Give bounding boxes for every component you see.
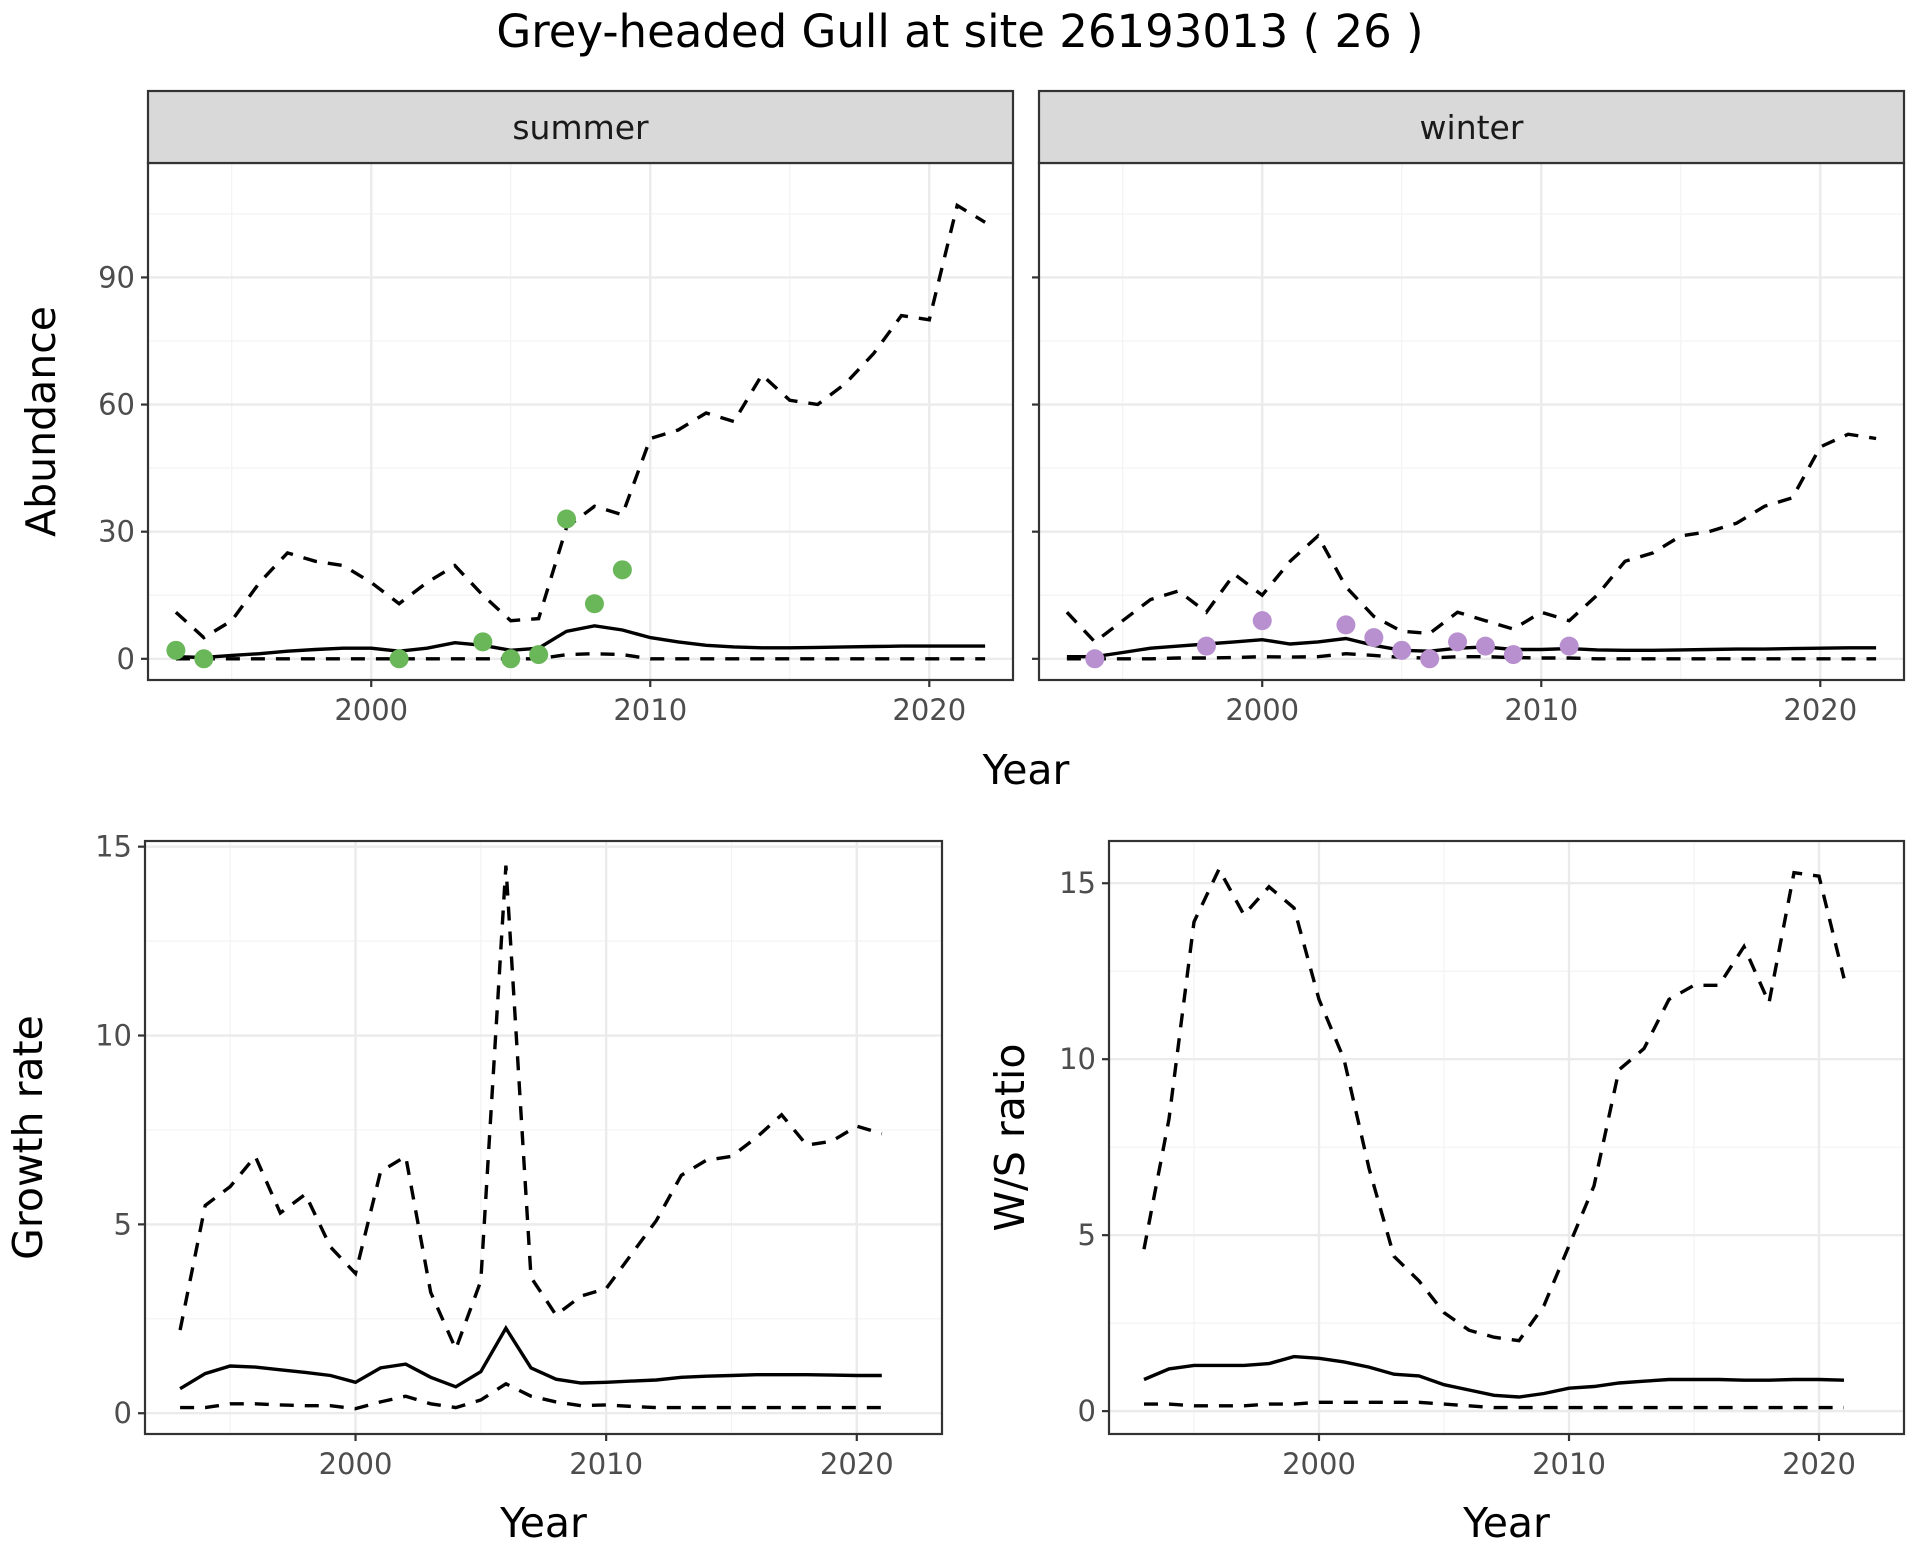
series-line-ci-lower <box>1066 651 1877 661</box>
y-tick-label: 10 <box>95 1019 132 1053</box>
x-tick-label: 2000 <box>1282 1447 1356 1481</box>
x-axis-title: Year <box>499 1499 587 1547</box>
data-point <box>473 632 493 652</box>
y-tick-label: 5 <box>114 1207 132 1241</box>
x-tick-label: 2010 <box>613 693 687 727</box>
y-tick-label: 0 <box>117 642 135 676</box>
x-tick-label: 2010 <box>1532 1447 1606 1481</box>
facet-label-winter: winter <box>1420 108 1524 147</box>
y-tick-label: 90 <box>98 260 135 294</box>
y-axis-title: Growth rate <box>4 1015 52 1260</box>
x-tick-label: 2000 <box>334 693 408 727</box>
y-axis-title: W/S ratio <box>986 1044 1034 1232</box>
series-line-estimate <box>179 1324 882 1391</box>
data-point <box>166 640 186 660</box>
panel-growth-rate: 2000 2010 2020 0 5 10 15 Year Growth rate <box>4 830 944 1547</box>
y-tick-label: 15 <box>1059 866 1096 900</box>
facet-label-summer: summer <box>512 108 649 147</box>
data-point <box>1420 649 1440 669</box>
series-line-ci-upper <box>1065 432 1877 645</box>
data-point <box>1364 628 1384 648</box>
data-point <box>1503 645 1523 665</box>
data-point <box>1336 615 1356 635</box>
series-line-estimate <box>1143 1354 1845 1399</box>
facet-strip <box>146 89 1015 165</box>
x-tick-label: 2000 <box>319 1447 393 1481</box>
panel-border <box>143 839 944 1436</box>
panel-abundance-summer: summer 2000 2010 2020 0 30 60 90 Abundance <box>17 89 1015 727</box>
data-point <box>1252 611 1272 631</box>
y-tick-label: 10 <box>1059 1042 1096 1076</box>
data-point <box>389 649 409 669</box>
y-axis-title: Abundance <box>17 306 65 537</box>
y-tick-label: 0 <box>114 1396 132 1430</box>
series-line-ci-upper <box>174 202 986 640</box>
data-point <box>529 645 549 665</box>
data-point <box>1196 636 1216 656</box>
panel-abundance-winter: winter 2000 2010 2020 <box>1032 89 1906 727</box>
series-line-ci-upper <box>1142 865 1846 1343</box>
series-line-ci-lower <box>1144 1400 1844 1410</box>
series-line-estimate <box>175 624 986 660</box>
data-point <box>584 594 604 614</box>
x-axis-title-shared: Year <box>982 746 1070 794</box>
x-tick-label: 2020 <box>1782 1447 1856 1481</box>
panel-ws-ratio: 2000 2010 2020 0 5 10 15 Year W/S ratio <box>986 839 1906 1547</box>
y-tick-label: 15 <box>95 830 132 864</box>
facet-strip <box>1037 89 1906 165</box>
data-point <box>1448 632 1468 652</box>
data-point <box>1475 636 1495 656</box>
y-tick-label: 5 <box>1078 1218 1096 1252</box>
chart-title: Grey-headed Gull at site 26193013 ( 26 ) <box>496 5 1423 58</box>
data-point <box>1559 636 1579 656</box>
series-line-ci-upper <box>178 865 883 1354</box>
x-tick-label: 2000 <box>1225 693 1299 727</box>
data-point <box>501 649 521 669</box>
data-point <box>557 509 577 529</box>
y-tick-label: 30 <box>98 515 135 549</box>
series-line-ci-lower <box>175 651 986 661</box>
series-line-ci-lower <box>180 1381 882 1411</box>
x-tick-label: 2020 <box>1783 693 1857 727</box>
data-point <box>194 649 214 669</box>
y-tick-label: 60 <box>98 388 135 422</box>
data-point <box>1392 640 1412 660</box>
x-axis-title: Year <box>1462 1499 1550 1547</box>
panel-border <box>1107 839 1906 1436</box>
data-point <box>1085 649 1105 669</box>
x-tick-label: 2010 <box>1504 693 1578 727</box>
data-point <box>612 560 632 580</box>
x-tick-label: 2020 <box>892 693 966 727</box>
y-tick-label: 0 <box>1078 1394 1096 1428</box>
x-tick-label: 2010 <box>569 1447 643 1481</box>
x-tick-label: 2020 <box>820 1447 894 1481</box>
